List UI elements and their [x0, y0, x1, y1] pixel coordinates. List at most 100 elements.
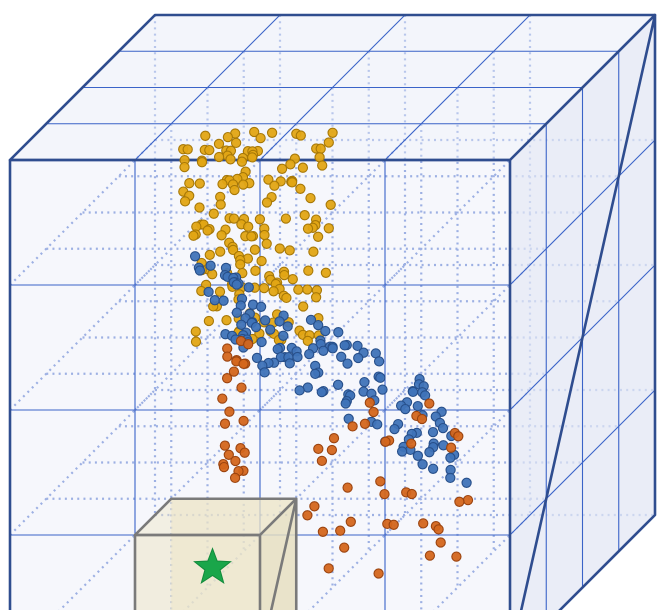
- point: [315, 143, 326, 154]
- point: [179, 196, 191, 207]
- point: [327, 343, 338, 354]
- point: [412, 400, 423, 412]
- point: [190, 326, 201, 337]
- point: [373, 568, 384, 579]
- point: [194, 265, 206, 276]
- point: [292, 351, 303, 363]
- point: [238, 415, 249, 427]
- point: [294, 385, 305, 396]
- point: [258, 282, 270, 294]
- point: [433, 524, 444, 535]
- point: [247, 152, 258, 163]
- point: [364, 397, 375, 408]
- point: [231, 307, 243, 318]
- point: [194, 178, 205, 189]
- point: [305, 314, 317, 326]
- point: [318, 345, 329, 356]
- point: [196, 157, 208, 168]
- point: [235, 259, 246, 270]
- point: [359, 418, 371, 429]
- point: [238, 179, 249, 190]
- point: [372, 419, 383, 430]
- point: [284, 245, 295, 256]
- point: [263, 174, 274, 185]
- point: [310, 292, 322, 303]
- point: [228, 213, 240, 224]
- right-face-line: [509, 389, 656, 536]
- point: [406, 488, 417, 500]
- point: [445, 472, 456, 484]
- point: [261, 238, 272, 249]
- point: [230, 137, 242, 149]
- star-icon: [193, 547, 232, 585]
- point: [284, 358, 295, 369]
- right-outline: [519, 13, 657, 610]
- point: [427, 426, 439, 438]
- point: [222, 351, 233, 362]
- point: [313, 443, 324, 455]
- point: [255, 301, 267, 312]
- point: [327, 127, 338, 138]
- point: [309, 501, 320, 512]
- point: [216, 230, 227, 241]
- point: [203, 286, 214, 298]
- point: [215, 246, 226, 257]
- point: [379, 488, 390, 500]
- point: [375, 476, 386, 487]
- point: [274, 316, 285, 327]
- point: [231, 279, 242, 290]
- point: [320, 325, 331, 337]
- point: [312, 231, 324, 242]
- point: [328, 433, 340, 444]
- point: [207, 269, 218, 280]
- point: [299, 210, 310, 221]
- point: [302, 284, 313, 295]
- point: [286, 177, 298, 188]
- point: [200, 130, 211, 141]
- point: [225, 154, 236, 165]
- point: [427, 463, 439, 474]
- point: [332, 379, 344, 390]
- point: [269, 180, 280, 191]
- point: [189, 251, 201, 262]
- point: [293, 284, 304, 295]
- point: [445, 452, 456, 463]
- point: [224, 406, 235, 417]
- point: [461, 477, 472, 488]
- point: [230, 455, 241, 467]
- star-marker: [193, 547, 232, 585]
- point: [217, 178, 228, 190]
- point: [243, 339, 254, 350]
- point: [435, 537, 446, 548]
- point: [437, 422, 449, 434]
- point: [239, 447, 250, 458]
- point: [340, 398, 351, 409]
- point: [323, 223, 334, 234]
- point: [336, 351, 347, 362]
- point: [256, 336, 267, 348]
- point: [281, 292, 292, 304]
- point: [227, 244, 239, 256]
- point: [188, 230, 199, 241]
- point: [377, 384, 388, 395]
- point: [320, 267, 332, 278]
- point: [353, 352, 364, 364]
- blue-point-cloud: [189, 251, 472, 488]
- point: [266, 127, 278, 138]
- point: [308, 246, 319, 257]
- point: [250, 265, 261, 276]
- point: [352, 340, 363, 352]
- point: [317, 526, 329, 537]
- point: [256, 255, 267, 267]
- point: [347, 421, 358, 432]
- point: [218, 295, 229, 306]
- point: [261, 197, 273, 208]
- point: [316, 455, 328, 467]
- point: [302, 510, 313, 521]
- point: [274, 243, 285, 254]
- point: [418, 518, 429, 529]
- point: [302, 335, 313, 347]
- point: [462, 494, 474, 506]
- point: [205, 260, 216, 271]
